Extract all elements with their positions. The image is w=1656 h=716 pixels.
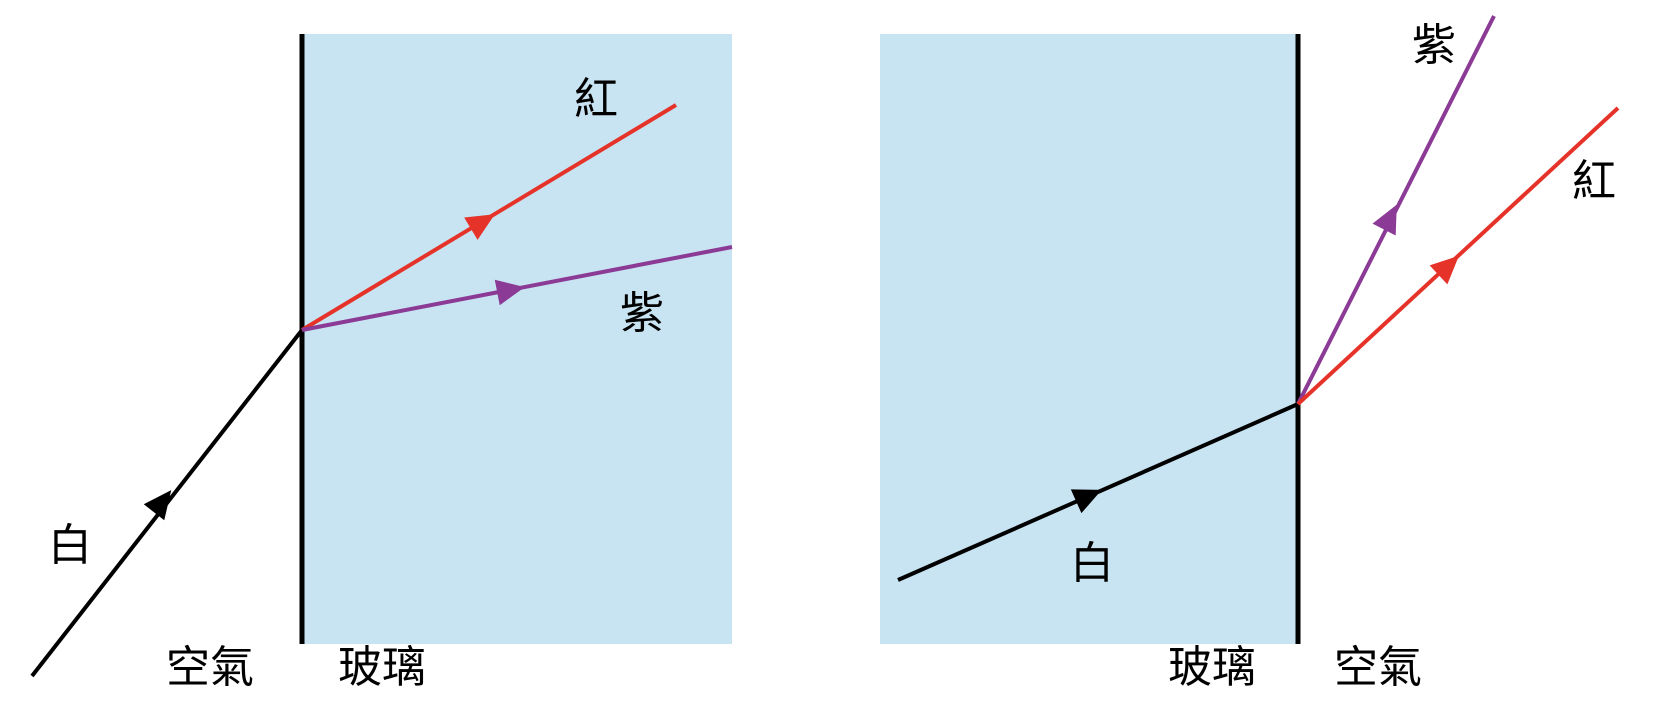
right-label-white: 白 (1070, 538, 1114, 589)
right-white-arrowhead (1070, 489, 1102, 514)
right-emergent-red-ray (1296, 106, 1620, 406)
right-label-air: 空氣 (1334, 642, 1422, 693)
left-panel: 白 紅 紫 空氣 玻璃 (30, 34, 733, 693)
right-violet-arrowhead (1372, 204, 1397, 236)
left-label-air: 空氣 (166, 642, 254, 693)
left-label-violet: 紫 (620, 288, 664, 339)
left-label-white: 白 (48, 520, 92, 571)
left-white-arrowhead (143, 490, 172, 521)
left-glass-block (302, 34, 732, 644)
left-red-arrowhead (464, 214, 495, 240)
right-label-violet: 紫 (1412, 20, 1456, 71)
right-label-red: 紅 (1572, 156, 1616, 207)
left-label-glass: 玻璃 (338, 642, 426, 693)
left-label-red: 紅 (574, 74, 618, 125)
right-red-arrowhead (1429, 255, 1459, 285)
right-panel: 紫 紅 白 玻璃 空氣 (880, 15, 1620, 693)
left-violet-arrowhead (494, 279, 525, 306)
right-label-glass: 玻璃 (1168, 642, 1256, 693)
right-glass-block (880, 34, 1298, 644)
